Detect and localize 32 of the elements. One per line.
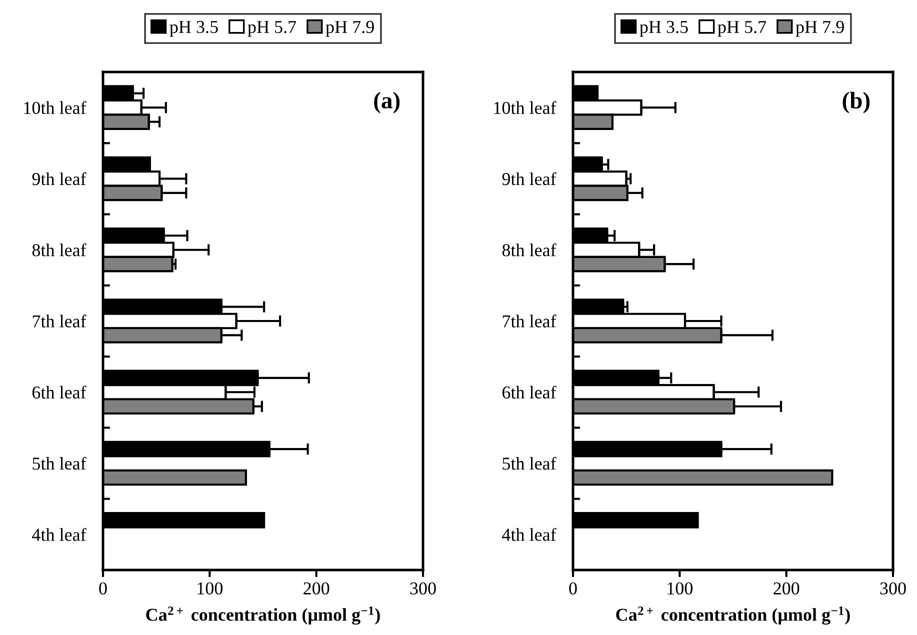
y-tick-label: 4th leaf [32, 528, 86, 541]
legend-label: pH 7.9 [326, 20, 374, 37]
x-axis-title: Ca$^{2+}$ concentration (μmol g$^{−1}$) [616, 606, 850, 625]
y-tick-label: 6th leaf [32, 386, 86, 399]
y-tick-label: 8th leaf [502, 243, 556, 256]
y-tick-label: 8th leaf [32, 243, 86, 256]
legend-label: pH 3.5 [640, 20, 688, 37]
annotation: (a) [374, 92, 400, 114]
x-axis-title: Ca$^{2+}$ concentration (μmol g$^{−1}$) [146, 606, 380, 625]
annotation: (b) [842, 92, 870, 114]
y-tick-label: 10th leaf [24, 101, 86, 114]
y-tick-label: 7th leaf [502, 314, 556, 328]
legend-label: pH 7.9 [796, 20, 844, 37]
y-tick-label: 4th leaf [502, 528, 556, 541]
x-tick-label: 300 [410, 582, 436, 595]
y-tick-label: 5th leaf [32, 456, 86, 470]
y-tick-label: 7th leaf [32, 314, 86, 328]
y-tick-label: 10th leaf [494, 101, 556, 114]
x-tick-label: 200 [304, 582, 330, 595]
x-tick-label: 100 [668, 582, 693, 595]
y-tick-label: 6th leaf [502, 386, 556, 399]
x-tick-label: 300 [880, 582, 906, 595]
legend-label: pH 3.5 [170, 20, 218, 37]
y-tick-label: 9th leaf [502, 172, 556, 186]
y-tick-label: 5th leaf [502, 456, 556, 470]
y-tick-label: 9th leaf [32, 172, 86, 186]
x-tick-label: 100 [198, 582, 223, 595]
x-tick-label: 200 [774, 582, 800, 595]
legend-label: pH 5.7 [248, 21, 296, 37]
legend-label: pH 5.7 [718, 21, 766, 37]
x-tick-label: 0 [569, 582, 577, 595]
x-tick-label: 0 [99, 582, 107, 595]
